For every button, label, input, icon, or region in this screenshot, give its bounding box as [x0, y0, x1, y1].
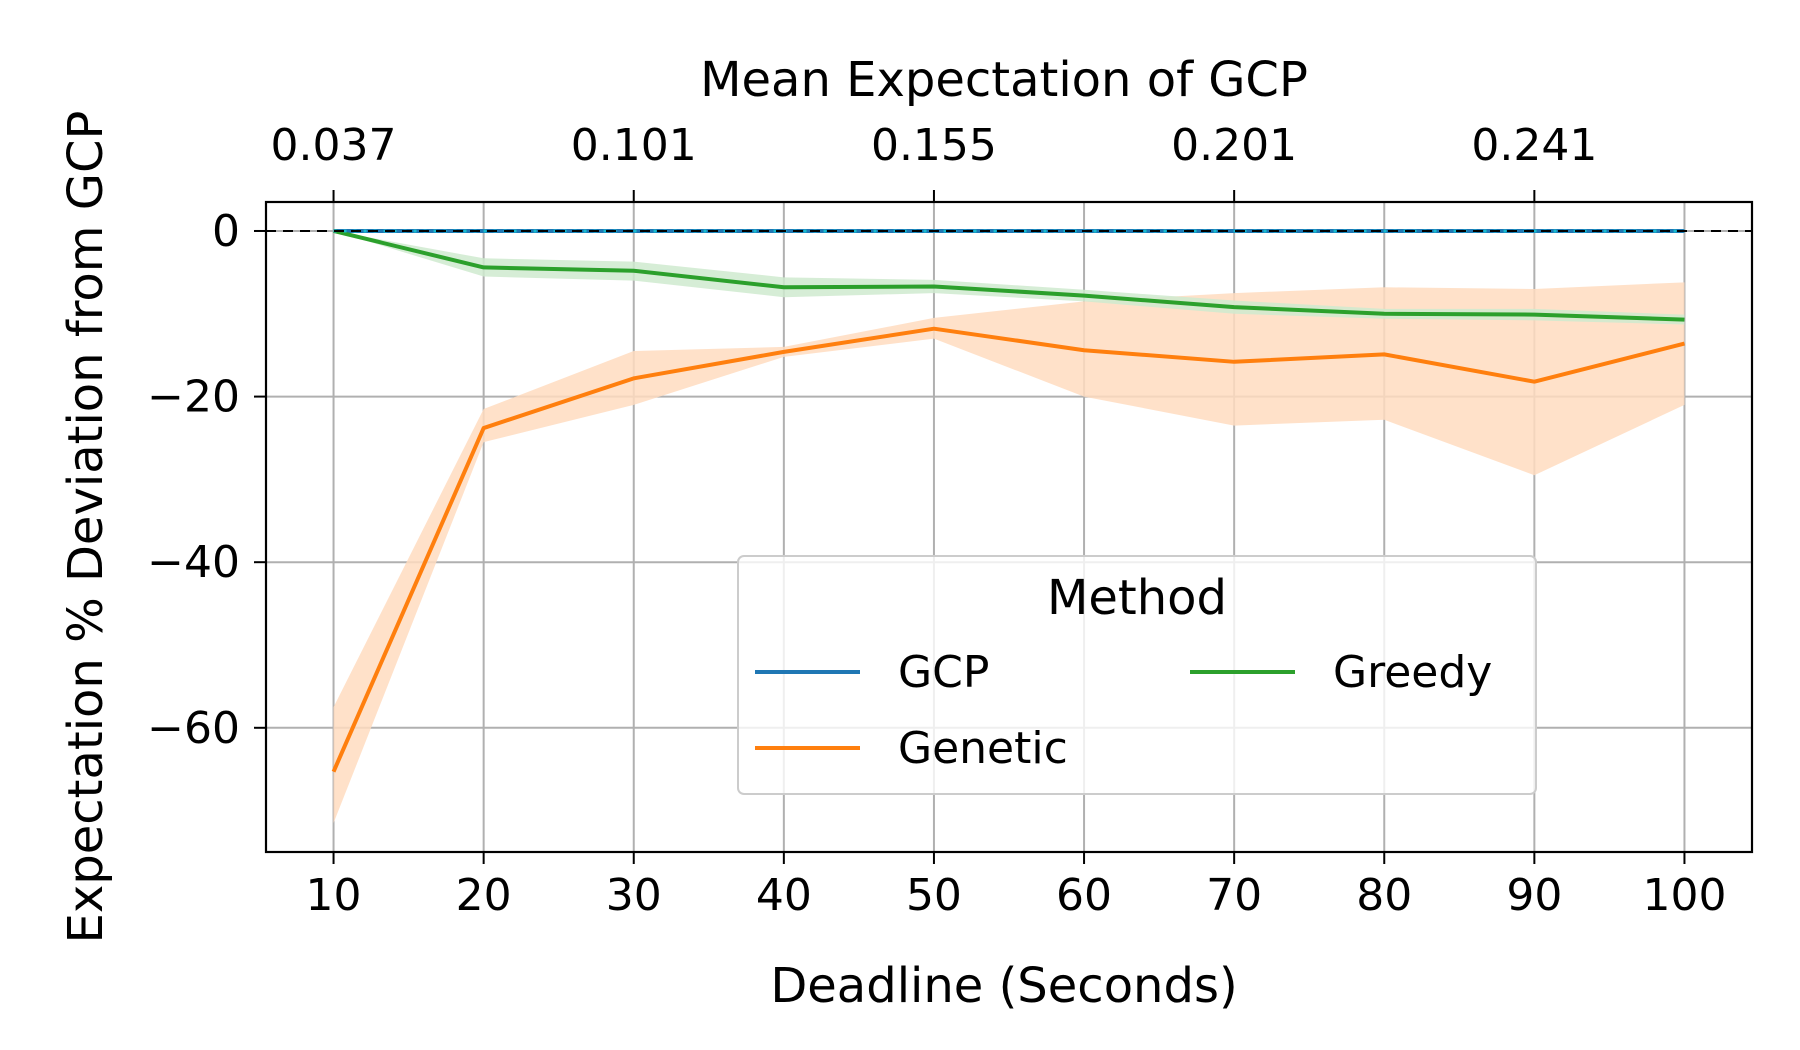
legend-title: Method: [1047, 570, 1227, 626]
x-tick-label: 90: [1506, 870, 1562, 921]
x-tick-label: 60: [1056, 870, 1112, 921]
legend: Method GCP Genetic Greedy: [737, 555, 1537, 795]
axis-ticks: 10 20 30 40 50 60 70 80 90 100 0.037 0.101 0.155 0.20…: [147, 120, 1726, 921]
y-tick-label: −60: [147, 703, 240, 754]
legend-label-gcp: GCP: [898, 647, 989, 698]
x-tick-label: 70: [1206, 870, 1262, 921]
top-x-tick-label: 0.155: [871, 120, 997, 171]
plot-frame: [264, 200, 1754, 854]
x-tick-label: 100: [1642, 870, 1726, 921]
top-x-tick-label: 0.241: [1471, 120, 1597, 171]
line-genetic: [331, 326, 1685, 773]
series-lines: [266, 228, 1752, 773]
y-tick-label: −20: [147, 372, 240, 423]
x-tick-label: 80: [1356, 870, 1412, 921]
y-tick-label: 0: [212, 206, 240, 257]
y-axis-label: Expectation % Deviation from GCP: [58, 111, 114, 944]
legend-label-genetic: Genetic: [898, 723, 1068, 774]
band-genetic: [333, 282, 1685, 824]
top-x-axis-label: Mean Expectation of GCP: [700, 52, 1308, 108]
x-tick-label: 40: [756, 870, 812, 921]
top-x-tick-label: 0.037: [271, 120, 397, 171]
legend-label-greedy: Greedy: [1333, 647, 1492, 698]
legend-box: [737, 555, 1537, 795]
top-x-tick-label: 0.201: [1171, 120, 1297, 171]
x-tick-label: 20: [456, 870, 512, 921]
line-greedy: [333, 229, 1685, 322]
x-axis-label: Deadline (Seconds): [770, 958, 1237, 1014]
y-tick-label: −40: [147, 537, 240, 588]
x-tick-label: 10: [306, 870, 362, 921]
x-tick-label: 50: [906, 870, 962, 921]
top-x-tick-label: 0.101: [571, 120, 697, 171]
x-tick-label: 30: [606, 870, 662, 921]
